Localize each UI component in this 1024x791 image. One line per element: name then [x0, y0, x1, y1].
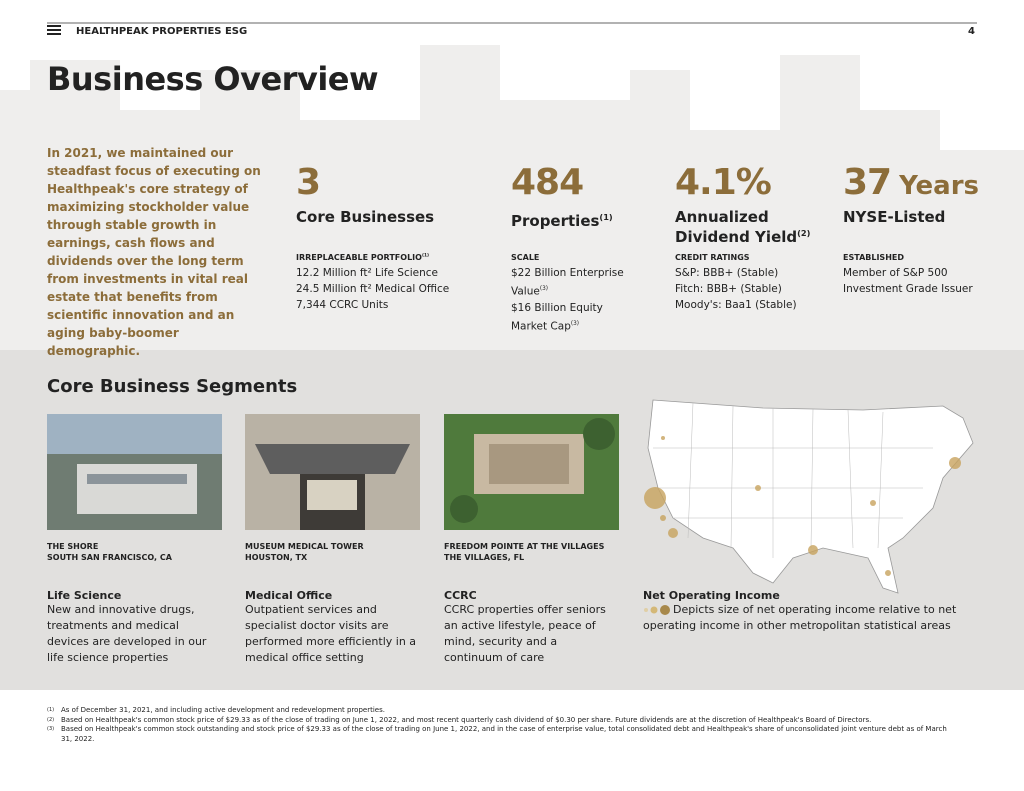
stat: 3 Core Businesses IRREPLACEABLE PORTFOLIO(…	[296, 162, 456, 313]
photo-medical-office	[245, 414, 420, 530]
detail: 24.5 Million ft² Medical Office	[296, 281, 456, 297]
location-line: SOUTH SAN FRANCISCO, CA	[47, 553, 172, 562]
figure: 484	[511, 162, 584, 203]
detail: 7,344 CCRC Units	[296, 297, 456, 313]
detail-heading: ESTABLISHED	[843, 253, 1003, 262]
detail-text: $16 Billion Equity Market Cap	[511, 301, 603, 333]
detail: Fitch: BBB+ (Stable)	[675, 281, 835, 297]
detail-text: 24.5 Million ft² Medical Office	[296, 283, 450, 295]
segment: Medical Office Outpatient services and sp…	[245, 589, 420, 666]
heading: SCALE	[511, 253, 540, 262]
header-section: HEALTHPEAK PROPERTIES ESG	[76, 26, 248, 37]
detail: Moody's: Baa1 (Stable)	[675, 297, 835, 313]
footnote: (2) Based on Healthpeak's common stock pr…	[47, 716, 957, 726]
detail: Investment Grade Issuer	[843, 281, 1003, 297]
map-legend: Net Operating Income Depicts size of net…	[643, 589, 963, 634]
detail-note: (3)	[570, 320, 580, 327]
detail-text: S&P: BBB+ (Stable)	[675, 267, 779, 279]
label: Core Businesses	[296, 208, 435, 226]
stat-label: Properties(1)	[511, 209, 671, 253]
stat-label: Annualized Dividend Yield(2)	[675, 209, 835, 253]
detail-text: 12.2 Million ft² Life Science	[296, 267, 439, 279]
intro: In 2021, we maintained our steadfast foc…	[47, 146, 261, 358]
segment: CCRC CCRC properties offer seniors an act…	[444, 589, 619, 666]
stat-figure: 3	[296, 162, 456, 203]
detail: 12.2 Million ft² Life Science	[296, 265, 456, 281]
segment-name: Life Science	[47, 589, 122, 602]
detail-heading: CREDIT RATINGS	[675, 253, 835, 262]
detail: $22 Billion Enterprise Value(3)	[511, 265, 626, 300]
detail-heading: IRREPLACEABLE PORTFOLIO(1)	[296, 253, 456, 262]
figure: 3	[296, 162, 321, 203]
detail-text: Member of S&P 500	[843, 267, 948, 279]
segment-name: Medical Office	[245, 589, 333, 602]
segments-title: Core Business Segments	[47, 376, 298, 397]
footnote-mark: (1)	[47, 707, 55, 713]
detail-text: 7,344 CCRC Units	[296, 299, 389, 311]
title: Business Overview	[47, 60, 379, 98]
location-line: THE VILLAGES, FL	[444, 553, 525, 562]
segment-description: New and innovative drugs, treatments and…	[47, 603, 207, 664]
stat-label: Core Businesses	[296, 209, 456, 253]
label: Annualized Dividend Yield	[675, 208, 798, 246]
map-name: Net Operating Income	[643, 589, 780, 602]
label-note: (1)	[599, 212, 613, 222]
map-description: Depicts size of net operating income rel…	[643, 603, 957, 632]
stat-figure: 484	[511, 162, 671, 203]
detail: $16 Billion Equity Market Cap(3)	[511, 300, 626, 335]
footnotes: (1) As of December 31, 2021, and includin…	[47, 706, 957, 744]
figure: 37	[843, 162, 892, 203]
label: NYSE-Listed	[843, 208, 946, 226]
footnote-text: Based on Healthpeak's common stock price…	[61, 715, 872, 724]
footnote-text: As of December 31, 2021, and including a…	[61, 706, 385, 714]
detail-heading: SCALE	[511, 253, 671, 262]
detail-text: Fitch: BBB+ (Stable)	[675, 283, 782, 295]
stat-figure: 37 Years	[843, 162, 1003, 203]
label-note: (2)	[797, 228, 811, 238]
location-line: FREEDOM POINTE AT THE VILLAGES	[444, 542, 605, 551]
figure-unit: Years	[899, 171, 980, 201]
detail: S&P: BBB+ (Stable)	[675, 265, 835, 281]
segment: Life Science New and innovative drugs, tr…	[47, 589, 222, 666]
segment-location: THE SHORE SOUTH SAN FRANCISCO, CA	[47, 541, 172, 563]
footnote-mark: (2)	[47, 716, 55, 723]
stat-figure: 4.1%	[675, 162, 835, 203]
label: Properties	[511, 212, 600, 230]
heading-note: (1)	[421, 253, 430, 259]
heading: IRREPLACEABLE PORTFOLIO	[296, 253, 422, 262]
location-line: THE SHORE	[47, 542, 99, 551]
stat-label: NYSE-Listed	[843, 209, 1003, 253]
heading: CREDIT RATINGS	[675, 253, 750, 262]
us-map	[644, 399, 974, 594]
location-line: HOUSTON, TX	[245, 553, 308, 562]
footnote-mark: (3)	[47, 726, 55, 732]
detail: Member of S&P 500	[843, 265, 1003, 281]
stat: 484 Properties(1) SCALE $22 Billion Enterpr…	[511, 162, 671, 334]
segment-description: Outpatient services and specialist docto…	[245, 603, 417, 664]
segment-location: MUSEUM MEDICAL TOWER HOUSTON, TX	[245, 541, 364, 563]
footnote: (1) As of December 31, 2021, and includin…	[47, 706, 957, 716]
detail-text: $22 Billion Enterprise Value	[511, 267, 624, 298]
footnote-text: Based on Healthpeak's common stock outst…	[61, 725, 947, 743]
detail-text: Moody's: Baa1 (Stable)	[675, 299, 797, 311]
stat: 37 Years NYSE-Listed ESTABLISHED Member of S…	[843, 162, 1003, 297]
location-line: MUSEUM MEDICAL TOWER	[245, 542, 364, 551]
legend-dots	[644, 605, 670, 615]
segment-description: CCRC properties offer seniors an active …	[444, 603, 606, 664]
detail-note: (3)	[539, 286, 549, 292]
page-number: 4	[968, 26, 975, 37]
heading: ESTABLISHED	[843, 253, 904, 262]
segment-location: FREEDOM POINTE AT THE VILLAGES THE VILLAG…	[444, 541, 604, 563]
photo-life-science	[47, 414, 222, 530]
segment-name: CCRC	[444, 589, 477, 602]
photo-ccrc	[444, 414, 619, 530]
stat: 4.1% Annualized Dividend Yield(2) CREDIT R…	[675, 162, 835, 313]
footnote: (3) Based on Healthpeak's common stock ou…	[47, 725, 957, 744]
detail-text: Investment Grade Issuer	[843, 283, 973, 295]
figure: 4.1%	[675, 162, 772, 203]
